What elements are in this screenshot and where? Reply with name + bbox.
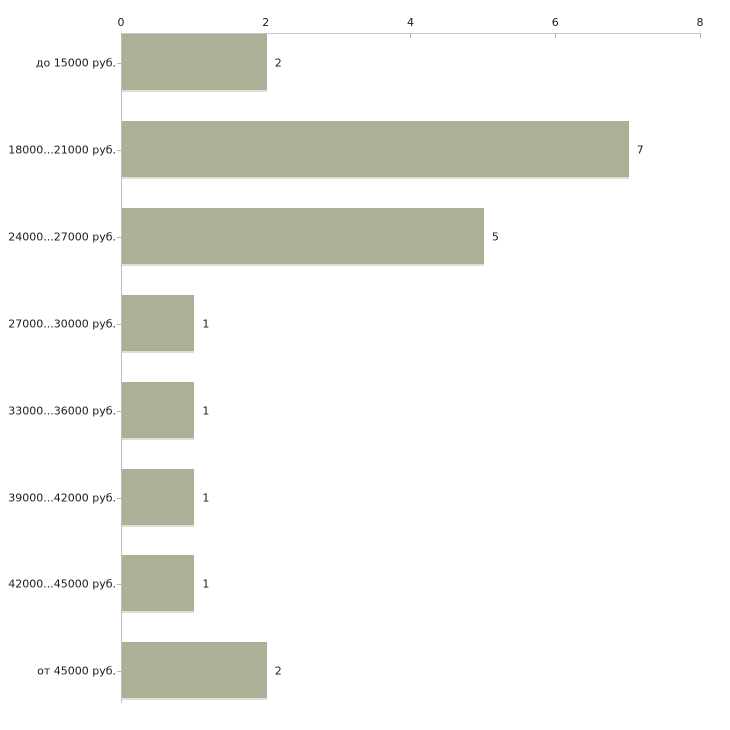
- bar: [122, 642, 267, 701]
- x-axis-tick-mark: [699, 33, 701, 38]
- bar: [122, 468, 195, 527]
- category-tick-mark: [117, 63, 121, 64]
- x-axis-tick-label: 4: [407, 16, 414, 29]
- category-label-layer: до 15000 руб. 18000...21000 руб. 24000...2…: [0, 33, 116, 706]
- category-label: 18000...21000 руб.: [8, 143, 116, 157]
- category-label: 39000...42000 руб.: [8, 491, 116, 504]
- bar: [122, 555, 195, 614]
- x-axis-tick-label: 0: [117, 16, 125, 29]
- x-axis-tick-label: 6: [551, 16, 559, 29]
- bar-value-label: 2: [274, 664, 282, 678]
- category-tick-mark: [117, 149, 121, 151]
- bar: [122, 120, 629, 179]
- category-tick-mark: [117, 410, 121, 412]
- x-axis-tick-mark: [120, 33, 122, 38]
- bar-value-label: 5: [491, 230, 499, 244]
- bar-value-label: 1: [202, 404, 210, 418]
- category-tick-mark: [117, 323, 121, 325]
- bar: [122, 294, 195, 353]
- category-label: от 45000 руб.: [37, 664, 116, 678]
- category-label: до 15000 руб.: [35, 56, 116, 70]
- category-label: 24000...27000 руб.: [8, 230, 116, 244]
- plot-area: 0 2 4 6 8 2 7 5 1 1 1 1 2: [117, 16, 704, 706]
- y-axis-baseline: [121, 33, 122, 703]
- bar-value-label: 2: [274, 56, 282, 70]
- category-tick-mark: [117, 497, 121, 499]
- category-label: 33000...36000 руб.: [8, 404, 116, 418]
- bar-value-label: 1: [202, 577, 210, 591]
- bar: [122, 381, 195, 440]
- category-tick-mark: [117, 671, 121, 673]
- x-axis-tick-mark: [410, 33, 411, 38]
- bar-value-label: 1: [202, 317, 210, 331]
- x-axis-tick-label: 2: [262, 16, 270, 29]
- x-axis-tick-label: 8: [696, 16, 704, 29]
- bar-value-label: 1: [202, 491, 210, 504]
- category-tick-mark: [117, 584, 121, 586]
- bar: [122, 34, 267, 92]
- category-tick-mark: [117, 236, 121, 238]
- bar: [122, 207, 484, 266]
- bar-value-label: 7: [636, 143, 644, 157]
- category-label: 27000...30000 руб.: [8, 317, 116, 331]
- x-axis-tick-mark: [554, 33, 556, 38]
- category-label: 42000...45000 руб.: [8, 577, 116, 591]
